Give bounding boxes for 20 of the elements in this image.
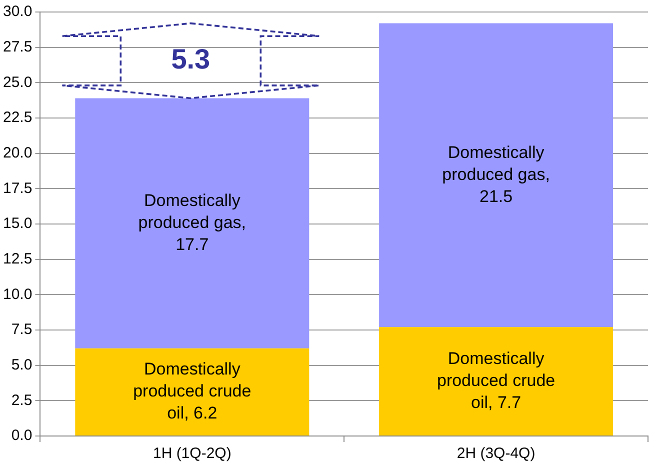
y-tick-label: 0.0 [11,427,32,444]
y-tick-label: 20.0 [2,144,32,162]
y-tick-label: 27.5 [2,38,32,56]
data-label: Domestically produced gas, 17.7 [138,190,246,254]
y-tick-label: 7.5 [11,321,32,338]
data-label: Domestically produced gas, 21.5 [442,142,550,206]
data-label: Domestically produced crude oil, 7.7 [436,349,556,412]
y-tick-label: 17.5 [2,180,32,197]
y-tick-label: 15.0 [2,215,32,232]
y-tick-label: 5.0 [11,356,32,374]
y-tick-label: 30.0 [2,3,32,20]
x-tick-label: 2H (3Q-4Q) [456,445,536,462]
y-tick-label: 2.5 [11,392,32,409]
annotation: 5.3 [171,43,210,74]
x-tick-label: 1H (1Q-2Q) [152,445,232,462]
data-label: Domestically produced crude oil, 6.2 [133,360,252,423]
y-tick-label: 10.0 [2,286,32,303]
y-tick-label: 22.5 [2,109,32,126]
y-tick-label: 12.5 [2,250,32,268]
y-tick-label: 25.0 [2,74,32,91]
